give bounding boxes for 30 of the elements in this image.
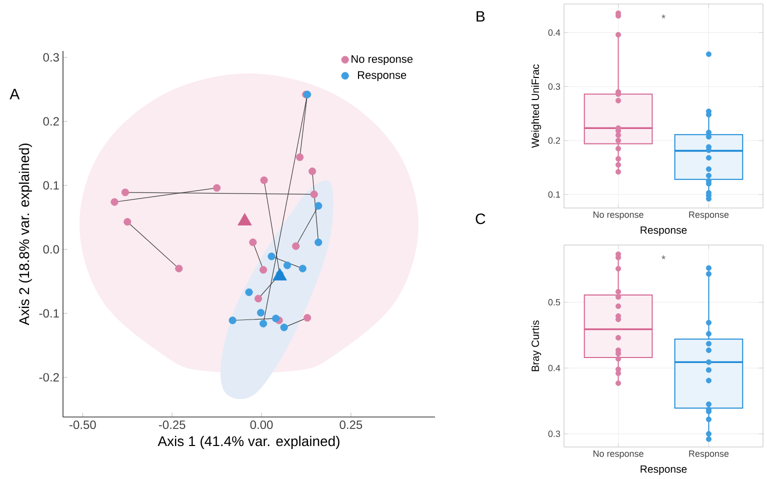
x-tick-label: -0.25 bbox=[158, 420, 186, 430]
annotation: * bbox=[662, 14, 666, 18]
y-tick-label: 0.4 bbox=[548, 29, 560, 36]
x-axis-title: Response bbox=[640, 465, 687, 475]
y-axis-title: Weighted UniFrac bbox=[531, 64, 542, 148]
y-tick-label: 0.2 bbox=[548, 137, 560, 144]
y-tick-label: 0.3 bbox=[548, 430, 560, 438]
x-tick-label: 0.00 bbox=[250, 420, 273, 430]
y-tick-label: 0.1 bbox=[43, 181, 59, 190]
y-tick-label: 0.5 bbox=[548, 299, 560, 306]
x-axis-title: Response bbox=[640, 226, 687, 236]
x-axis-title: Axis 1 (41.4% var. explained) bbox=[158, 436, 340, 449]
x-tick-label: -0.50 bbox=[70, 420, 96, 430]
y-tick-label: 0.1 bbox=[548, 191, 560, 198]
y-tick-label: -0.2 bbox=[39, 373, 59, 382]
chart-title: B bbox=[476, 11, 485, 22]
x-tick-label: 0.25 bbox=[340, 420, 362, 430]
y-tick-label: 0.3 bbox=[548, 83, 560, 90]
y-tick-label: 0.4 bbox=[548, 364, 560, 372]
legend-label: No response bbox=[352, 55, 413, 66]
y-axis-title: Axis 2 (18.8% var. explained) bbox=[18, 144, 32, 326]
y-tick-label: -0.1 bbox=[39, 309, 59, 318]
legend-label: Response bbox=[358, 71, 406, 82]
y-axis-title: Bray Curtis bbox=[531, 320, 542, 372]
chart-title: C bbox=[476, 213, 486, 224]
annotation: * bbox=[662, 255, 666, 260]
y-tick-label: 0.0 bbox=[43, 245, 60, 254]
y-tick-label: 0.3 bbox=[43, 53, 59, 62]
text: A bbox=[10, 88, 20, 100]
y-tick-label: 0.2 bbox=[43, 117, 59, 126]
